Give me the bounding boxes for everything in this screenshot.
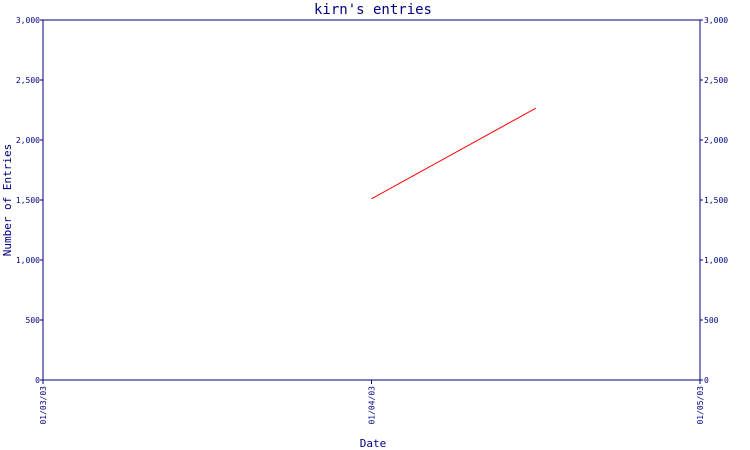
y-tick-label-left: 2,500	[16, 76, 40, 85]
plot-frame	[42, 19, 701, 381]
y-tick-label-right: 1,500	[704, 196, 728, 205]
y-axis-right: 0 500 1,000 1,500 2,000 2,500 3,000	[700, 16, 728, 385]
series-layer	[371, 107, 537, 200]
y-tick-label-right: 500	[704, 316, 719, 325]
x-tick-label: 01/03/03	[39, 386, 48, 425]
y-axis-label: Number of Entries	[1, 144, 14, 257]
y-tick-label-left: 3,000	[16, 16, 40, 25]
y-tick-label-left: 1,500	[16, 196, 40, 205]
y-tick-label-right: 2,500	[704, 76, 728, 85]
y-tick-label-right: 0	[704, 376, 709, 385]
series-line	[371, 107, 537, 200]
y-tick-label-left: 500	[26, 316, 41, 325]
x-tick-label: 01/04/03	[368, 386, 377, 425]
y-tick-label-right: 1,000	[704, 256, 728, 265]
x-axis: 01/03/03 01/04/03 01/05/03	[39, 380, 705, 425]
y-axis-left: 0 500 1,000 1,500 2,000 2,500 3,000	[16, 16, 43, 385]
chart-title: kirn's entries	[314, 2, 432, 18]
y-tick-label-right: 2,000	[704, 136, 728, 145]
x-tick-label: 01/05/03	[696, 386, 705, 425]
y-tick-label-left: 2,000	[16, 136, 40, 145]
x-axis-label: Date	[360, 437, 387, 450]
y-tick-label-left: 1,000	[16, 256, 40, 265]
y-tick-label-right: 3,000	[704, 16, 728, 25]
y-tick-label-left: 0	[35, 376, 40, 385]
